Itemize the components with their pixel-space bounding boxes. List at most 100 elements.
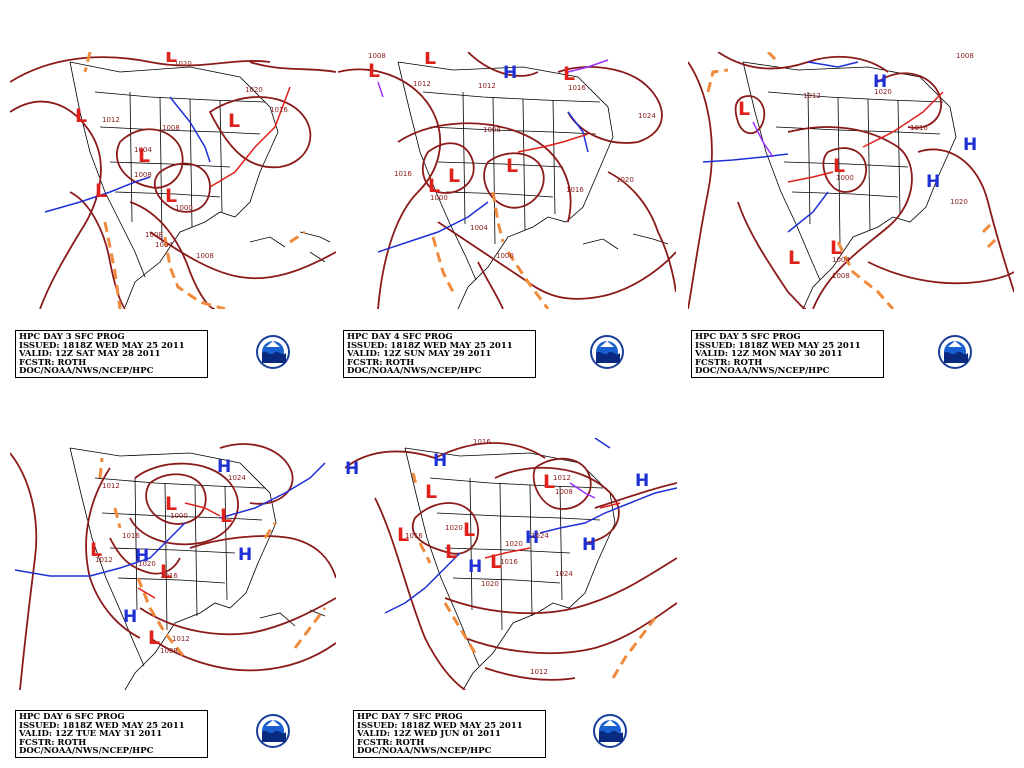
low-pressure-symbol: L xyxy=(833,155,845,177)
warm-front xyxy=(517,133,589,153)
isobar-label: 1008 xyxy=(145,231,163,239)
cold-front xyxy=(14,462,326,577)
info-forecaster: FCSTR: ROTH xyxy=(695,357,763,368)
low-pressure-symbol: L xyxy=(165,493,177,515)
isobar-labels: 1012 1024 1000 1016 1020 1012 1016 1012 … xyxy=(95,474,246,655)
info-valid: VALID: 12Z SAT MAY 28 2011 xyxy=(19,349,161,360)
isobar-label: 1016 xyxy=(394,170,412,178)
troughs xyxy=(706,52,1000,309)
noaa-logo-icon xyxy=(256,335,290,369)
troughs xyxy=(83,52,306,309)
isobar-label: 1008 xyxy=(162,124,180,132)
high-pressure-symbol: H xyxy=(433,451,447,471)
map-svg-day5: H H H L L L L 1008 1012 1020 1000 1004 1… xyxy=(688,52,1014,309)
isobar-label: 1004 xyxy=(155,241,173,249)
high-pressure-symbol: H xyxy=(468,557,482,577)
isobar-label: 1000 xyxy=(170,512,188,520)
isobar-label: 1024 xyxy=(555,570,573,578)
info-source: DOC/NOAA/NWS/NCEP/HPC xyxy=(19,366,154,377)
occluded-front xyxy=(377,59,609,98)
high-pressure-symbol: H xyxy=(963,135,977,155)
info-valid: VALID: 12Z WED JUN 01 2011 xyxy=(357,729,501,740)
troughs xyxy=(98,457,327,659)
isobar-label: 1016 xyxy=(270,106,288,114)
isobar-label: 1016 xyxy=(160,572,178,580)
info-issued: ISSUED: 1818Z WED MAY 25 2011 xyxy=(347,340,513,351)
occluded-front xyxy=(569,482,596,499)
noaa-logo-icon xyxy=(256,714,290,748)
forecast-info-box-day5: HPC DAY 5 SFC PROG ISSUED: 1818Z WED MAY… xyxy=(691,330,884,378)
isobars xyxy=(10,443,336,690)
low-pressure-symbol: L xyxy=(738,98,750,120)
low-pressure-symbol: L xyxy=(95,180,107,202)
high-pressure-symbol: H xyxy=(873,72,887,92)
isobar-labels: 1008 1012 1012 1016 1024 1008 1016 1000 … xyxy=(368,52,656,260)
isobar-label: 1008 xyxy=(483,126,501,134)
isobar-label: 1016 xyxy=(566,186,584,194)
isobar-label: 1016 xyxy=(405,532,423,540)
info-title: HPC DAY 3 SFC PROG xyxy=(19,332,125,342)
landmass-outline xyxy=(69,61,331,308)
info-title: HPC DAY 7 SFC PROG xyxy=(357,712,463,722)
forecast-info-box-day4: HPC DAY 4 SFC PROG ISSUED: 1818Z WED MAY… xyxy=(343,330,536,378)
info-forecaster: FCSTR: ROTH xyxy=(357,737,425,748)
info-source: DOC/NOAA/NWS/NCEP/HPC xyxy=(347,366,482,377)
isobar-label: 1008 xyxy=(134,171,152,179)
info-issued: ISSUED: 1818Z WED MAY 25 2011 xyxy=(357,720,523,731)
isobar-label: 1012 xyxy=(478,82,496,90)
highs: H xyxy=(503,63,517,83)
low-pressure-symbol: L xyxy=(368,60,380,82)
cold-front xyxy=(384,438,677,614)
lows: L L L L L L xyxy=(75,52,240,207)
info-valid: VALID: 12Z SUN MAY 29 2011 xyxy=(347,349,492,360)
isobar-label: 1008 xyxy=(368,52,386,60)
high-pressure-symbol: H xyxy=(635,471,649,491)
info-title: HPC DAY 5 SFC PROG xyxy=(695,332,801,342)
info-forecaster: FCSTR: ROTH xyxy=(347,357,415,368)
isobar-label: 1012 xyxy=(102,116,120,124)
map-svg-day6: H H H H L L L L L 1012 1024 1000 1016 10… xyxy=(10,443,336,690)
highs: H H H xyxy=(873,72,977,192)
low-pressure-symbol: L xyxy=(424,52,436,69)
isobar-label: 1000 xyxy=(430,194,448,202)
map-svg-day4: H L L L L L L 1008 1012 1012 1016 1024 1… xyxy=(338,52,676,309)
low-pressure-symbol: L xyxy=(165,185,177,207)
forecast-info-box-day3: HPC DAY 3 SFC PROG ISSUED: 1818Z WED MAY… xyxy=(15,330,208,378)
map-svg-day3: L L L L L L 1020 1012 1008 1004 1008 100… xyxy=(10,52,336,309)
isobar-label: 1024 xyxy=(228,474,246,482)
forecast-map-day6: H H H H L L L L L 1012 1024 1000 1016 10… xyxy=(10,438,336,690)
low-pressure-symbol: L xyxy=(448,165,460,187)
isobar-label: 1016 xyxy=(473,438,491,446)
isobar-label: 1020 xyxy=(616,176,634,184)
high-pressure-symbol: H xyxy=(217,457,231,477)
low-pressure-symbol: L xyxy=(138,145,150,167)
isobar-labels: 1008 1012 1020 1000 1004 1008 1020 1016 xyxy=(803,52,974,280)
isobar-label: 1000 xyxy=(836,174,854,182)
highs: H H H H xyxy=(123,457,252,627)
isobar-label: 1016 xyxy=(910,124,928,132)
forecast-info-box-day6: HPC DAY 6 SFC PROG ISSUED: 1818Z WED MAY… xyxy=(15,710,208,758)
isobar-label: 1012 xyxy=(102,482,120,490)
high-pressure-symbol: H xyxy=(582,535,596,555)
low-pressure-symbol: L xyxy=(90,539,102,561)
isobar-label: 1012 xyxy=(95,556,113,564)
forecast-info-box-day7: HPC DAY 7 SFC PROG ISSUED: 1818Z WED MAY… xyxy=(353,710,546,758)
low-pressure-symbol: L xyxy=(397,524,409,546)
isobar-label: 1020 xyxy=(245,86,263,94)
info-forecaster: FCSTR: ROTH xyxy=(19,357,87,368)
isobar-label: 1000 xyxy=(175,204,193,212)
cold-front xyxy=(377,111,589,253)
low-pressure-symbol: L xyxy=(428,175,440,197)
low-pressure-symbol: L xyxy=(75,105,87,127)
high-pressure-symbol: H xyxy=(123,607,137,627)
isobar-label: 1024 xyxy=(638,112,656,120)
low-pressure-symbol: L xyxy=(228,110,240,132)
isobars xyxy=(345,442,677,690)
highs: H H H H H H xyxy=(345,451,649,577)
low-pressure-symbol: L xyxy=(463,519,475,541)
high-pressure-symbol: H xyxy=(525,528,539,548)
warm-front xyxy=(484,502,621,559)
low-pressure-symbol: L xyxy=(830,237,842,259)
low-pressure-symbol: L xyxy=(445,541,457,563)
low-pressure-symbol: L xyxy=(165,52,177,67)
